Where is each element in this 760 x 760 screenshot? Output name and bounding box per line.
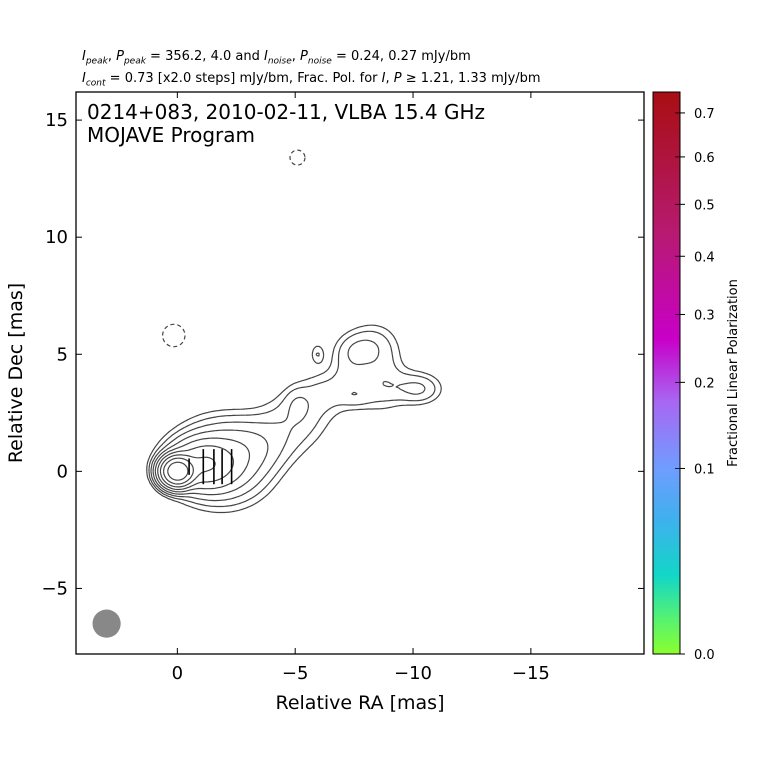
contour-level-7 [159,454,216,488]
colorbar-tick-label: 0.6 [694,151,715,166]
colorbar-tick-label: 0.0 [694,648,715,663]
evpa-layer [188,449,233,485]
contour-level-8 [163,457,194,485]
negative-contour [162,323,186,348]
colorbar-tick-label: 0.1 [694,462,715,477]
colorbar-tick-label: 0.3 [694,308,715,323]
colorbar-tick-label: 0.5 [694,198,715,213]
colorbar-ticks: 0.0 0.1 0.2 0.3 0.4 0.5 0.6 0.7 [675,107,715,663]
x-axis-label: Relative RA [mas] [275,692,444,714]
y-tick-label: 0 [57,461,68,482]
contour-level-1 [146,324,442,514]
negative-contour-layer [162,149,306,348]
plot-frame [75,91,645,655]
contour-level-3 [150,339,426,502]
contour-level-9 [167,461,189,481]
contour-layer [146,324,442,514]
y-axis-label: Relative Dec [mas] [5,283,27,463]
x-tick-label: 0 [172,663,183,684]
x-tick-label: −5 [282,663,309,684]
y-tick-label: 10 [45,227,68,248]
contour-level-5 [154,437,251,493]
x-tick-label: −10 [394,663,432,684]
negative-contour [289,149,306,166]
x-tick-label: −15 [512,663,550,684]
header-line-1: Ipeak, Ppeak = 356.2, 4.0 and Inoise, Pn… [82,49,471,67]
peak-values: 356.2, 4.0 [165,49,232,64]
plot-area [92,149,442,638]
chart-subtitle: MOJAVE Program [87,123,255,147]
beam-layer [92,609,121,638]
contour-level-2 [148,330,436,508]
colorbar-tick-label: 0.2 [694,376,715,391]
y-tick-label: −5 [41,578,68,599]
chart-title: 0214+083, 2010-02-11, VLBA 15.4 GHz [87,100,485,124]
colorbar-label: Fractional Linear Polarization [726,279,741,467]
frac-pol-threshold: ≥ 1.21, 1.33 mJy/bm [405,71,541,86]
colorbar-tick-label: 0.7 [694,107,715,122]
colorbar [652,91,681,655]
contour-level-4 [152,429,269,496]
x-ticks: 0 −5 −10 −15 [172,92,550,684]
contour-info: = 0.73 [x2.0 steps] mJy/bm, Frac. Pol. f… [109,71,378,86]
colorbar-tick-label: 0.4 [694,250,715,265]
y-ticks: −5 0 5 10 15 [41,110,644,599]
y-tick-label: 15 [45,110,68,131]
header-line-2: Icont = 0.73 [x2.0 steps] mJy/bm, Frac. … [82,71,541,89]
noise-values: 0.24, 0.27 mJy/bm [350,49,471,64]
beam-ellipse [92,609,121,638]
y-tick-label: 5 [57,344,68,365]
